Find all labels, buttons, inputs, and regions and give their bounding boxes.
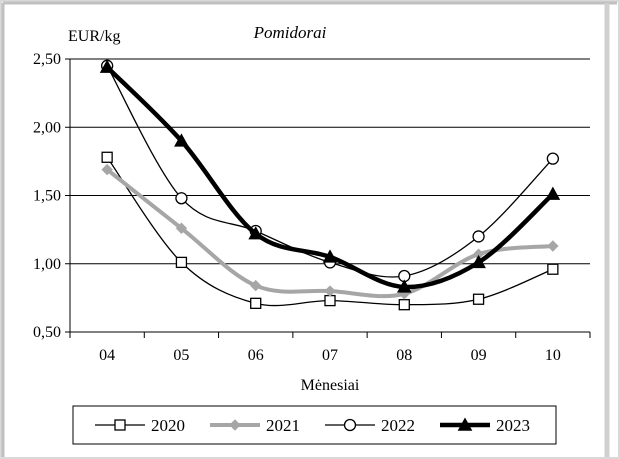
point-2020-09 (472, 293, 485, 305)
legend-marker (114, 419, 126, 431)
legend: 2020 2021 2022 2023 (95, 416, 530, 435)
x-tick-label: 05 (173, 347, 189, 364)
legend-label: 2021 (266, 416, 300, 435)
legend-label: 2020 (151, 416, 185, 435)
point-2020-04 (101, 151, 113, 163)
legend-item-2023: 2023 (440, 416, 530, 435)
x-tick-label: 10 (545, 347, 561, 364)
y-tick-label: 1,00 (33, 256, 61, 273)
series-2021 (101, 163, 559, 300)
legend-marker (229, 419, 241, 431)
point-2020-05 (175, 256, 188, 269)
point-2021-07 (324, 285, 336, 297)
point-2021-05 (175, 222, 188, 234)
series-layer (99, 59, 561, 311)
point-2020-10 (547, 263, 559, 275)
y-axis-title: EUR/kg (68, 28, 120, 45)
x-axis-title: Mėnesiai (301, 377, 360, 394)
point-2020-07 (324, 294, 336, 307)
point-2020-06 (250, 297, 262, 309)
y-tick-label: 2,00 (33, 119, 61, 136)
x-tick-label: 07 (322, 347, 338, 364)
point-2023-04 (99, 59, 115, 73)
point-2022-10 (546, 152, 560, 165)
x-tick-labels: 04 05 06 07 08 09 10 (99, 347, 561, 364)
y-tick-label: 2,50 (33, 51, 61, 68)
legend-item-2022: 2022 (325, 416, 415, 435)
point-2020-08 (398, 299, 410, 311)
point-2023-08 (396, 279, 412, 293)
legend-marker (343, 418, 357, 432)
point-2022-05 (175, 192, 188, 205)
point-2021-04 (101, 163, 113, 176)
series-2023 (99, 59, 561, 293)
x-tick-label: 06 (248, 347, 264, 364)
point-2023-05 (174, 133, 189, 147)
axes (65, 58, 591, 338)
point-2023-06 (248, 226, 264, 240)
legend-label: 2023 (496, 416, 530, 435)
x-tick-label: 04 (99, 347, 115, 364)
chart-title: Pomidorai (253, 23, 327, 42)
point-2023-09 (471, 254, 486, 269)
y-tick-label: 1,50 (33, 188, 61, 205)
point-2023-10 (545, 186, 561, 200)
x-tick-label: 08 (396, 347, 412, 364)
y-tick-labels: 0,50 1,00 1,50 2,00 2,50 (33, 51, 61, 341)
point-2021-10 (547, 240, 559, 252)
series-2020 (101, 151, 559, 311)
point-2023-07 (322, 249, 338, 263)
legend-marker (457, 417, 473, 431)
legend-label: 2022 (381, 416, 415, 435)
x-tick-label: 09 (471, 347, 487, 364)
legend-item-2021: 2021 (210, 416, 300, 435)
point-2022-09 (472, 230, 485, 243)
legend-item-2020: 2020 (95, 416, 185, 435)
point-2021-06 (250, 279, 262, 292)
y-tick-label: 0,50 (33, 324, 61, 341)
